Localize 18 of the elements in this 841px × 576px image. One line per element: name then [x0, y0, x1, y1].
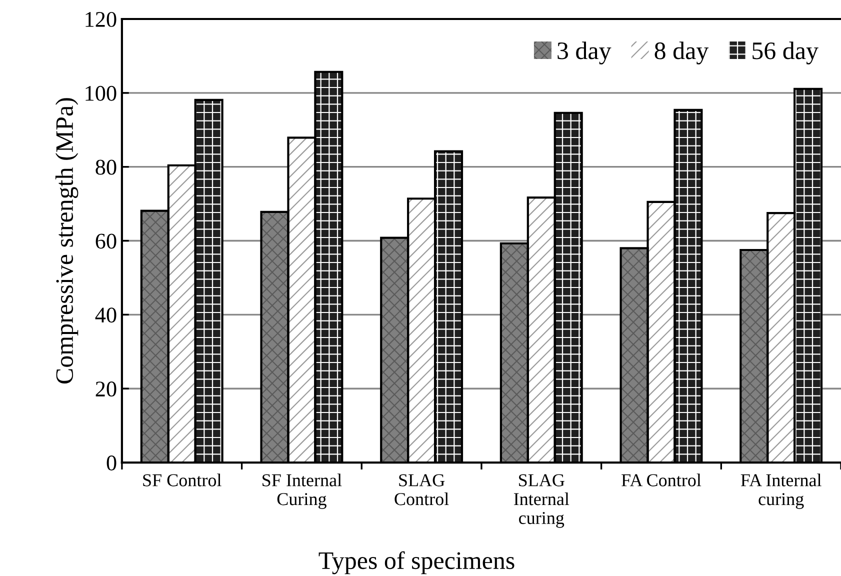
- y-tick-label: 120: [86, 12, 116, 27]
- legend-label: 3 day: [558, 42, 612, 64]
- y-tick-label: 80: [96, 160, 116, 175]
- x-tick-label: SLAG Internal curing: [514, 474, 570, 528]
- x-tick-label: SF Internal Curing: [262, 474, 342, 509]
- x-axis-title: Types of specimens: [318, 551, 514, 574]
- y-tick-label: 60: [96, 234, 116, 249]
- legend-label: 56 day: [752, 42, 818, 64]
- y-tick-label: 0: [106, 455, 116, 470]
- y-tick-label: 40: [95, 308, 116, 323]
- y-tick-label: 100: [86, 86, 116, 101]
- x-tick-label: FA Control: [622, 474, 702, 486]
- y-tick-label: 20: [96, 382, 116, 397]
- x-tick-label: SF Control: [143, 474, 222, 486]
- legend-label: 8 day: [654, 42, 709, 64]
- x-tick-label: FA Internal curing: [740, 474, 822, 509]
- x-tick-label: SLAG Control: [394, 474, 449, 506]
- y-axis-title: Compressive strength (MPa): [55, 98, 78, 384]
